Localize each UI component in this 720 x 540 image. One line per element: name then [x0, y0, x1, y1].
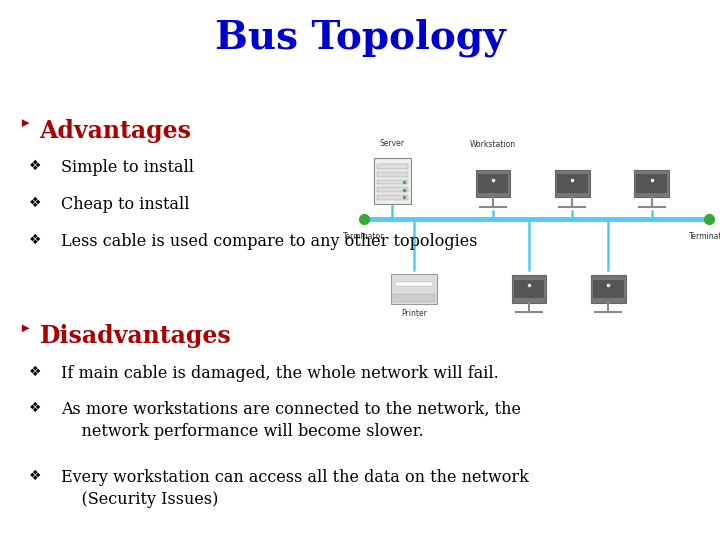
Text: As more workstations are connected to the network, the
    network performance w: As more workstations are connected to th…: [61, 401, 521, 441]
Bar: [591, 275, 626, 302]
Bar: [395, 282, 433, 286]
Text: If main cable is damaged, the whole network will fail.: If main cable is damaged, the whole netw…: [61, 364, 499, 381]
Text: Bus Topology: Bus Topology: [215, 19, 505, 57]
Bar: [557, 174, 588, 193]
Bar: [377, 194, 408, 199]
Bar: [377, 179, 408, 184]
Text: Less cable is used compare to any other topologies: Less cable is used compare to any other …: [61, 233, 477, 249]
Text: Workstation: Workstation: [470, 139, 516, 148]
Bar: [374, 158, 411, 204]
Text: Simple to install: Simple to install: [61, 159, 194, 176]
Text: Printer: Printer: [401, 309, 427, 319]
Text: Terminator: Terminator: [343, 232, 384, 241]
Bar: [377, 164, 408, 169]
Bar: [555, 170, 590, 197]
Text: Every workstation can access all the data on the network
    (Security Issues): Every workstation can access all the dat…: [61, 469, 529, 508]
Text: ❖: ❖: [29, 401, 41, 415]
Text: ❖: ❖: [29, 159, 41, 173]
Bar: [393, 294, 435, 302]
Bar: [478, 174, 508, 193]
Text: Cheap to install: Cheap to install: [61, 196, 189, 213]
Text: Advantages: Advantages: [40, 119, 192, 143]
Bar: [476, 170, 510, 197]
Text: Terminator: Terminator: [688, 232, 720, 241]
Bar: [390, 274, 437, 303]
Text: ❖: ❖: [29, 196, 41, 210]
Bar: [377, 172, 408, 177]
Text: Server: Server: [380, 139, 405, 148]
Bar: [377, 187, 408, 192]
Bar: [593, 280, 624, 298]
Text: ❖: ❖: [29, 364, 41, 379]
Text: ❖: ❖: [29, 233, 41, 247]
Bar: [514, 280, 544, 298]
Text: Disadvantages: Disadvantages: [40, 324, 231, 348]
Bar: [634, 170, 669, 197]
Bar: [512, 275, 546, 302]
Bar: [636, 174, 667, 193]
Text: ❖: ❖: [29, 469, 41, 483]
